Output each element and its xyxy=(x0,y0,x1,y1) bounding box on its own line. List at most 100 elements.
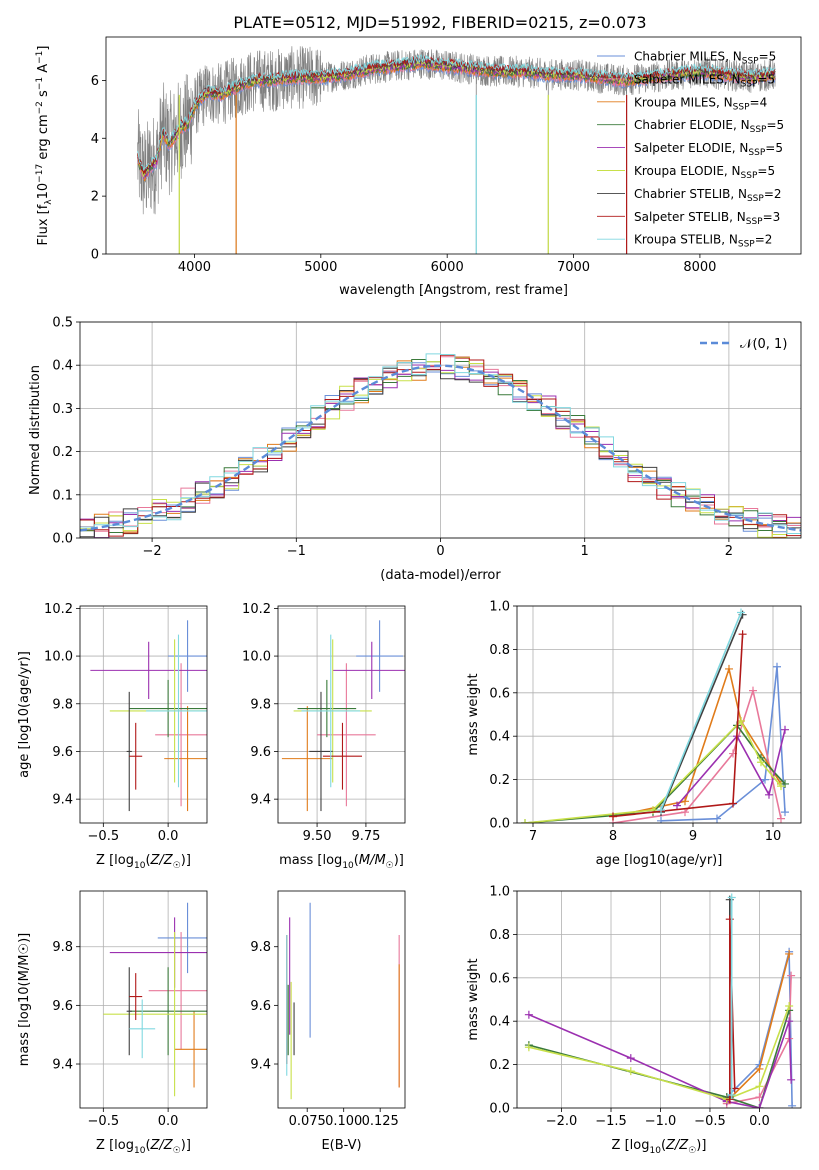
weight-marker xyxy=(755,1082,764,1091)
errorbar-point xyxy=(322,722,363,790)
plot-area-mass-vs-Z xyxy=(103,902,207,1097)
legend-entry-end: =2 xyxy=(755,233,773,247)
x-tick-label: −0.5 xyxy=(88,829,120,844)
x-axis-label-part: 10 xyxy=(342,861,354,871)
legend-entry-sub: SSP xyxy=(738,240,755,250)
x-axis-label-part: ( xyxy=(661,1138,666,1153)
legend-entry: Salpeter STELIB, NSSP=3 xyxy=(634,210,780,227)
x-tick-label: 2 xyxy=(725,544,733,559)
weight-marker xyxy=(761,775,769,784)
x-axis-label-part: 10 xyxy=(649,1146,661,1156)
legend-entry-end: =5 xyxy=(757,72,775,86)
weight-marker xyxy=(737,608,745,617)
y-tick-label: 0.6 xyxy=(489,686,510,701)
legend-entry-name: Chabrier ELODIE, N xyxy=(634,118,750,132)
gaussian-reference xyxy=(80,364,801,532)
legend-entry-sub: SSP xyxy=(741,171,758,181)
panel-mass-vs-ebv: 0.075 0.100 0.125 9.4 9.6 9.8 E(B-V) xyxy=(250,890,406,1153)
x-axis-label-part: )] xyxy=(181,1138,191,1153)
weight-marker xyxy=(725,915,734,924)
model-spectrum xyxy=(137,54,776,171)
errorbar-point xyxy=(103,932,207,1097)
y-tick-label: 9.6 xyxy=(52,745,73,760)
legend-entry-sub: SSP xyxy=(746,217,763,227)
y-tick-label: 9.4 xyxy=(52,1058,73,1073)
errorbar-point xyxy=(164,706,207,812)
y-tick-label: 10.2 xyxy=(242,602,271,617)
y-axis-label: mass weight xyxy=(466,673,481,755)
weight-marker xyxy=(781,725,789,734)
errorbar-point xyxy=(281,706,333,812)
legend-entry-sub: SSP xyxy=(748,148,765,158)
errorbar-point xyxy=(129,973,143,1021)
x-tick-label: 8000 xyxy=(683,260,716,275)
panel-residuals: −2 −1 0 1 2 0.0 0.1 0.2 0.3 0.4 0.5 (data-model)/er… xyxy=(28,316,802,583)
weight-marker xyxy=(521,819,529,823)
figure-title: PLATE=0512, MJD=51992, FIBERID=0215, z=0… xyxy=(233,13,646,32)
errorbar-point xyxy=(301,634,361,788)
y-tick-label: 0.4 xyxy=(489,1015,510,1030)
residual-histogram xyxy=(80,353,801,534)
x-tick-label: −0.5 xyxy=(88,1114,120,1129)
weight-marker xyxy=(787,971,796,980)
legend-entry-name: Salpeter ELODIE, N xyxy=(634,141,748,155)
legend-entry-name: Chabrier STELIB, N xyxy=(634,187,747,201)
x-tick-label: −1.0 xyxy=(645,1114,677,1129)
weight-series-line xyxy=(726,975,792,1105)
y-tick-label: 0.0 xyxy=(52,532,73,547)
weight-marker xyxy=(657,805,665,814)
axes-frame xyxy=(516,890,802,1109)
plot-area-mass-weight-vs-age xyxy=(521,608,789,823)
y-axis-label-part: −17 xyxy=(35,164,45,183)
y-axis-label-part: erg cm xyxy=(36,114,51,163)
x-axis-label-part: Z [log xyxy=(96,1138,134,1153)
plot-area-mass-weight-vs-Z xyxy=(524,893,797,1108)
weight-marker xyxy=(777,814,785,823)
legend-entry: 𝒩(0, 1) xyxy=(740,337,787,352)
x-tick-label: −1.5 xyxy=(595,1114,627,1129)
y-tick-label: 6 xyxy=(91,74,99,89)
legend-entry-name: Salpeter STELIB, N xyxy=(634,210,746,224)
y-tick-label: 2 xyxy=(91,190,99,205)
legend-entry-sub: SSP xyxy=(741,79,758,89)
weight-marker xyxy=(673,801,681,810)
x-axis-label-part: mass [log xyxy=(279,853,342,868)
x-tick-label: 7 xyxy=(529,829,537,844)
weight-marker xyxy=(765,790,773,799)
errorbar-point xyxy=(317,663,376,807)
panel-spectrum: 4000 5000 6000 7000 8000 0 2 4 6 wavelength [Angs… xyxy=(35,36,802,298)
weight-marker xyxy=(777,782,785,791)
x-axis-label-part: Z [log xyxy=(96,853,134,868)
legend-entry-sub: SSP xyxy=(747,194,764,204)
x-axis-label: wavelength [Angstrom, rest frame] xyxy=(339,283,568,298)
legend-entry-end: =4 xyxy=(750,95,768,109)
x-axis-label-part: )] xyxy=(181,853,191,868)
y-tick-label: 0.1 xyxy=(52,488,73,503)
x-axis-label-part: ( xyxy=(145,1138,150,1153)
legend-entry: Salpeter ELODIE, NSSP=5 xyxy=(634,141,783,158)
y-tick-label: 0.3 xyxy=(52,402,73,417)
weight-series-line xyxy=(660,666,786,822)
x-tick-label: 10 xyxy=(765,829,782,844)
weight-series-line xyxy=(726,953,790,1103)
y-tick-label: 0.2 xyxy=(489,773,510,788)
x-axis-label-part: 10 xyxy=(134,861,146,871)
x-tick-label: 0.0 xyxy=(158,829,179,844)
x-axis-label-part: Z/Z xyxy=(665,1138,689,1153)
errorbar-point xyxy=(148,932,207,1050)
weight-marker xyxy=(749,686,757,695)
weight-marker xyxy=(788,1101,797,1108)
errorbar-point xyxy=(129,967,207,1056)
legend-entry: Chabrier ELODIE, NSSP=5 xyxy=(634,118,784,135)
weight-marker xyxy=(729,799,737,808)
weight-marker xyxy=(781,808,789,817)
weight-marker xyxy=(727,893,736,902)
x-axis-label-part: M/M xyxy=(359,853,386,868)
axes-frame xyxy=(79,321,802,539)
errorbar-point xyxy=(356,620,404,692)
legend-entry-name: Chabrier MILES, N xyxy=(634,50,742,64)
x-axis-label: age [log10(age/yr)] xyxy=(596,853,723,868)
y-tick-label: 0.4 xyxy=(489,730,510,745)
weight-marker xyxy=(626,1054,635,1063)
weight-marker xyxy=(681,797,689,806)
